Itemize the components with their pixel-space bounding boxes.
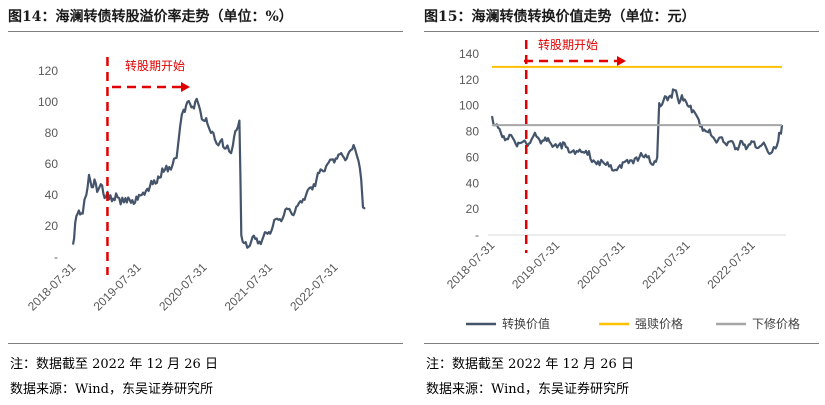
left-chart-title: 图14：海澜转债转股溢价率走势（单位：%） — [8, 9, 293, 25]
right-title-rule — [424, 31, 819, 32]
right-source: 数据来源：Wind，东吴证券研究所 — [426, 382, 629, 397]
x-tick-label: 2022-07-31 — [287, 260, 341, 314]
x-tick-label: 2018-07-31 — [444, 238, 498, 292]
legend-label: 下修价格 — [752, 316, 800, 331]
left-title-rule — [8, 31, 403, 32]
x-tick-label: 2021-07-31 — [222, 260, 276, 314]
y-tick-label: 60 — [466, 150, 480, 164]
y-tick-label: 20 — [466, 202, 480, 216]
arrow-head-icon — [181, 82, 190, 92]
y-tick-label: 40 — [466, 176, 480, 190]
arrow-head-icon — [617, 56, 626, 66]
y-tick-label: 60 — [45, 157, 59, 171]
y-tick-label: 140 — [459, 47, 479, 61]
x-tick-label: 2020-07-31 — [156, 260, 210, 314]
y-tick-label: 100 — [459, 99, 479, 113]
legend-label: 转换价值 — [502, 316, 550, 331]
legend-label: 强赎价格 — [635, 316, 683, 331]
y-tick-label: 20 — [45, 219, 59, 233]
y-tick-label: 120 — [38, 64, 58, 78]
y-tick-label: 100 — [38, 95, 58, 109]
left-note: 注：数据截至 2022 年 12 月 26 日 — [10, 357, 218, 372]
right-note: 注：数据截至 2022 年 12 月 26 日 — [426, 357, 634, 372]
conversion-start-annotation: 转股期开始 — [538, 37, 598, 52]
x-tick-label: 2020-07-31 — [574, 238, 628, 292]
y-tick-label: - — [54, 250, 58, 264]
x-tick-label: 2021-07-31 — [639, 238, 693, 292]
y-tick-label: 80 — [466, 125, 480, 139]
left-source: 数据来源：Wind，东吴证券研究所 — [10, 382, 213, 397]
x-tick-label: 2022-07-31 — [704, 238, 758, 292]
left-premium-chart: - 20 40 60 80 100 120 2018-07-31 2019-07-31 2020-… — [25, 57, 366, 314]
x-tick-label: 2019-07-31 — [91, 260, 145, 314]
series-premium-rate-line — [71, 97, 366, 249]
conversion-start-annotation: 转股期开始 — [125, 58, 185, 73]
y-tick-label: - — [475, 228, 479, 242]
series-conversion-value-line — [490, 88, 784, 172]
y-tick-label: 120 — [459, 73, 479, 87]
right-bottom-rule — [424, 343, 819, 344]
x-tick-label: 2018-07-31 — [25, 260, 79, 314]
right-chart-title: 图15：海澜转债转换价值走势（单位：元） — [424, 9, 696, 25]
left-bottom-rule — [8, 343, 403, 344]
x-tick-label: 2019-07-31 — [509, 238, 563, 292]
y-tick-label: 80 — [45, 126, 59, 140]
y-tick-label: 40 — [45, 188, 59, 202]
